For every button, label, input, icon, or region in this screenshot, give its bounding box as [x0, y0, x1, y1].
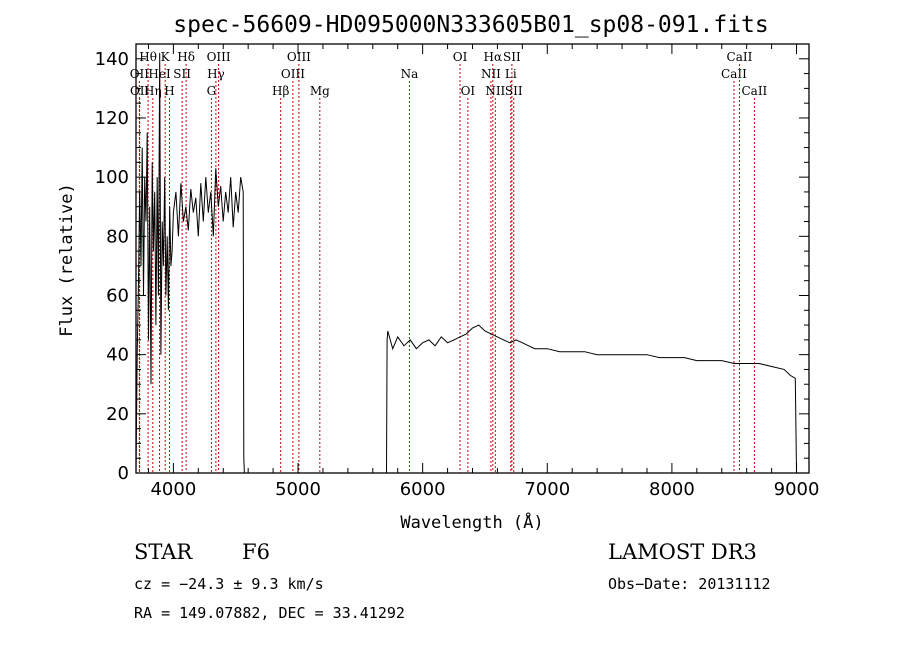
spectral-line-label: OI — [461, 84, 476, 98]
redshift-text: cz = −24.3 ± 9.3 km/s — [134, 575, 324, 593]
spectral-line-label: Hθ — [139, 50, 157, 64]
y-tick-label: 20 — [106, 404, 129, 425]
spectral-line-label: G — [207, 84, 217, 98]
spectral-line-label: K — [161, 50, 171, 64]
spectral-line-label: OIII — [287, 50, 311, 64]
y-tick-label: 60 — [106, 285, 129, 306]
axis-ticks: 4000 5000 6000 7000 8000 9000 0 20 40 60 80 100 120 1… — [95, 44, 820, 500]
spectral-lines: OIIOIIHθHηHeIKHSIIHδGHγOIIIHβOIIIOIIIMgN… — [130, 50, 768, 473]
spectrum-line — [135, 52, 797, 474]
spectral-line-label: Hγ — [207, 67, 225, 81]
y-tick-label: 40 — [106, 345, 129, 366]
spectral-line-label: NII — [481, 67, 501, 81]
spectral-line-label: H — [164, 84, 174, 98]
spectral-line-label: SII — [173, 67, 191, 81]
y-tick-label: 140 — [95, 49, 129, 70]
spectral-line-label: SII — [503, 50, 521, 64]
coordinates: RA = 149.07882, DEC = 33.41292 — [134, 604, 405, 622]
x-axis-label: Wavelength (Å) — [400, 511, 543, 533]
spectral-line-label: Hη — [144, 84, 162, 98]
spectral-line-label: CaII — [727, 50, 753, 64]
spectral-line-label: OIII — [207, 50, 231, 64]
y-tick-label: 100 — [95, 167, 129, 188]
spectral-line-label: NII — [485, 84, 505, 98]
y-tick-label: 0 — [118, 463, 129, 484]
spectral-line-label: Hβ — [272, 84, 289, 98]
y-axis-label: Flux (relative) — [57, 183, 77, 337]
chart-title: spec-56609-HD095000N333605B01_sp08-091.f… — [173, 12, 768, 38]
spectral-line-label: OII — [130, 84, 150, 98]
x-tick-label: 5000 — [275, 479, 321, 500]
spectral-line-label: Hδ — [177, 50, 195, 64]
survey-name: LAMOST DR3 — [608, 540, 757, 564]
y-tick-label: 120 — [95, 108, 129, 129]
spectral-line-label: CaII — [721, 67, 747, 81]
plot-frame — [135, 43, 810, 474]
spectral-line-label: Mg — [310, 84, 330, 98]
object-subclass: F6 — [242, 540, 270, 564]
obs-date: Obs−Date: 20131112 — [608, 575, 771, 593]
y-tick-label: 80 — [106, 226, 129, 247]
spectral-line-label: Li — [505, 67, 517, 81]
x-tick-label: 4000 — [150, 479, 196, 500]
spectral-line-label: Hα — [484, 50, 503, 64]
x-tick-label: 9000 — [774, 479, 820, 500]
x-tick-label: 6000 — [400, 479, 446, 500]
object-class: STAR — [134, 540, 193, 564]
spectral-line-label: OI — [453, 50, 468, 64]
spectral-line-label: OIII — [281, 67, 305, 81]
spectral-line-label: Na — [401, 67, 419, 81]
spectral-line-label: SII — [505, 84, 523, 98]
spectral-line-label: CaII — [741, 84, 767, 98]
x-tick-label: 8000 — [649, 479, 695, 500]
x-tick-label: 7000 — [524, 479, 570, 500]
